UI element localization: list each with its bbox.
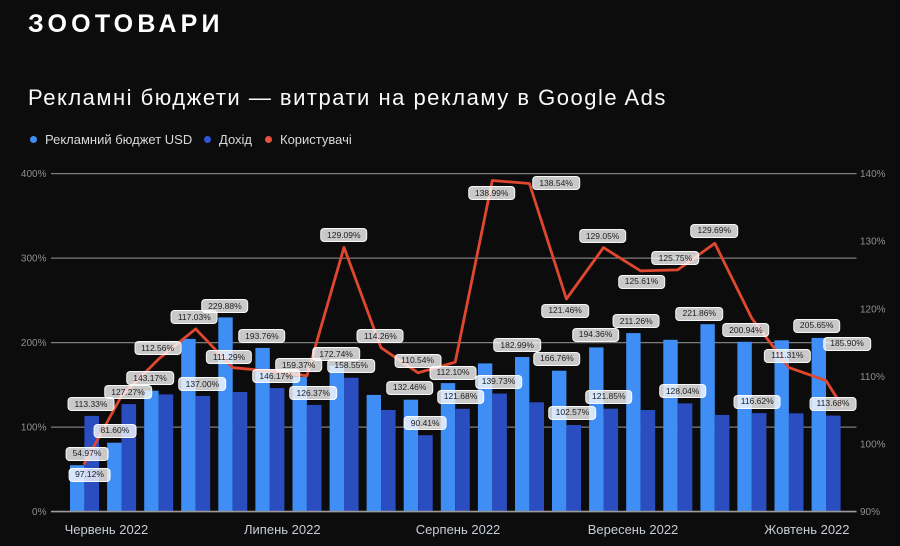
svg-text:100%: 100% — [860, 440, 886, 451]
svg-text:Вересень 2022: Вересень 2022 — [588, 522, 679, 537]
svg-text:300%: 300% — [21, 254, 47, 265]
svg-text:140%: 140% — [860, 169, 886, 180]
svg-text:Липень 2022: Липень 2022 — [244, 522, 321, 537]
svg-text:200%: 200% — [21, 338, 47, 349]
svg-text:400%: 400% — [21, 169, 47, 180]
svg-text:Серпень 2022: Серпень 2022 — [416, 522, 501, 537]
svg-text:130%: 130% — [860, 237, 886, 248]
svg-text:90%: 90% — [860, 507, 880, 518]
svg-text:110%: 110% — [860, 372, 885, 383]
svg-text:Жовтень 2022: Жовтень 2022 — [764, 522, 849, 537]
svg-text:Червень 2022: Червень 2022 — [65, 522, 149, 537]
svg-text:0%: 0% — [32, 507, 47, 518]
svg-text:100%: 100% — [21, 423, 47, 434]
svg-text:120%: 120% — [860, 304, 886, 315]
